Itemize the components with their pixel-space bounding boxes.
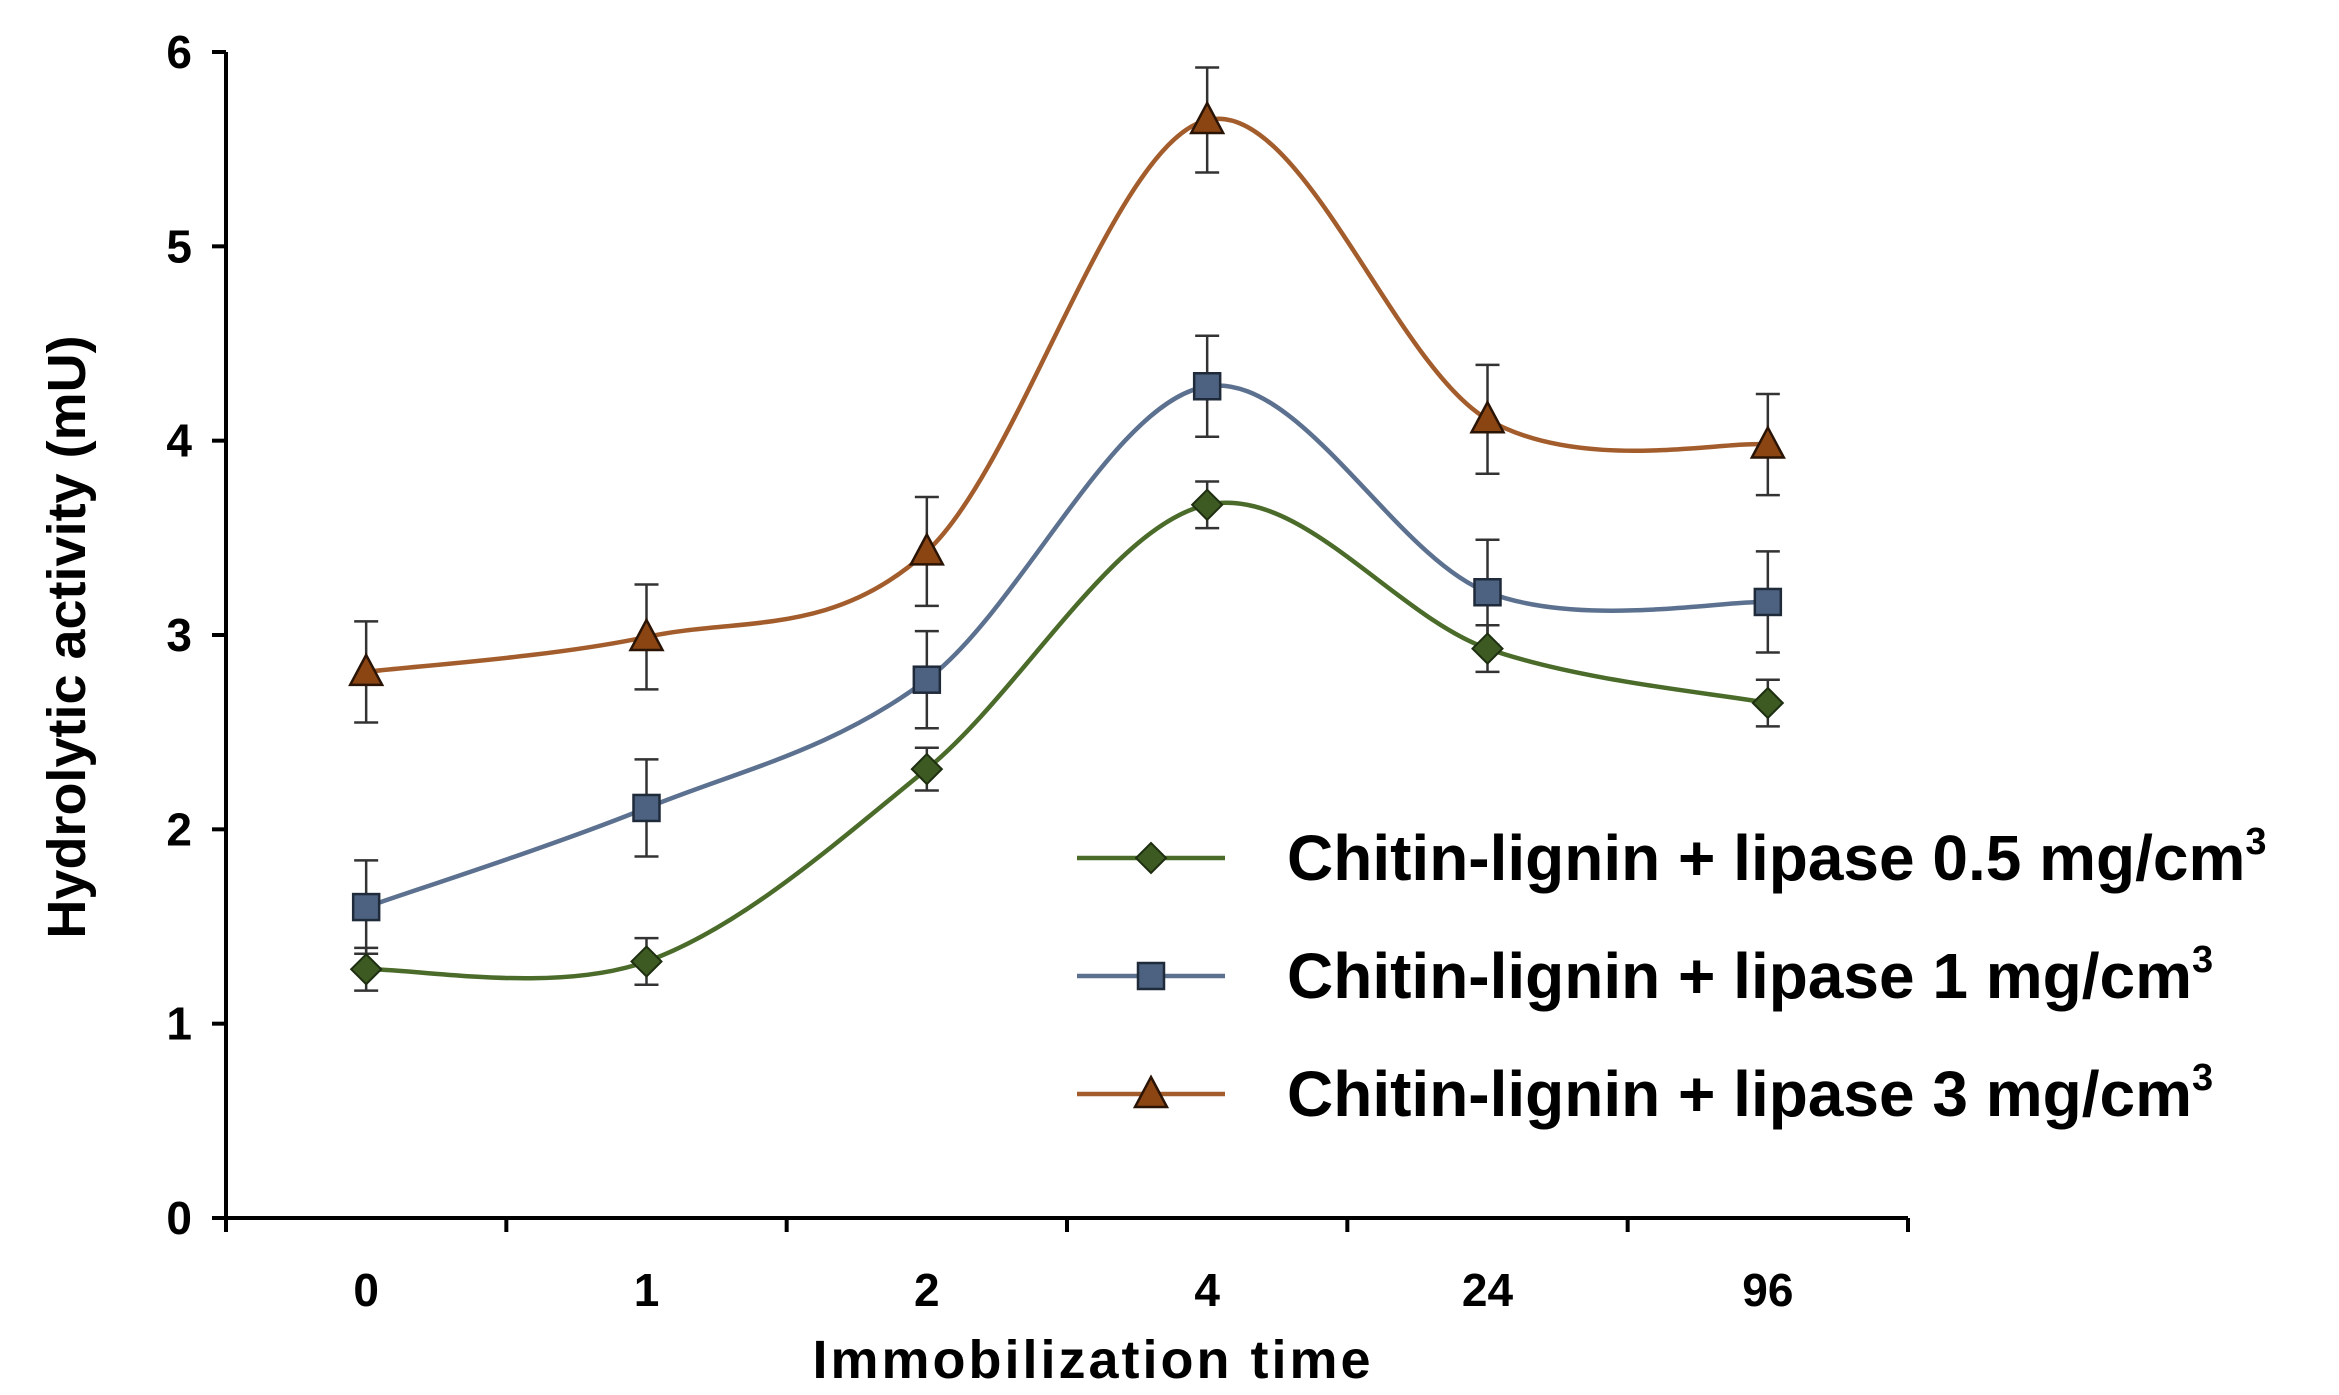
y-tick-label: 6: [166, 26, 192, 78]
data-point-triangle: [348, 652, 385, 687]
legend-label-superscript: 3: [2192, 939, 2213, 981]
series-line-3: [365, 116, 1769, 675]
legend-label: Chitin-lignin + lipase 1 mg/cm3: [1287, 939, 2213, 1012]
series-line-1: [366, 500, 1769, 981]
data-point-diamond: [630, 945, 663, 978]
x-axis-title: Immobilization time: [812, 1330, 1373, 1390]
data-point-square: [351, 892, 381, 922]
data-point-triangle: [1189, 100, 1226, 135]
legend-marker-triangle: [1132, 1074, 1170, 1109]
series-line-2: [365, 383, 1768, 910]
legend-label: Chitin-lignin + lipase 0.5 mg/cm3: [1287, 821, 2267, 894]
data-point-triangle: [1469, 399, 1506, 434]
legend-label: Chitin-lignin + lipase 3 mg/cm3: [1287, 1057, 2213, 1130]
x-tick-label: 24: [1462, 1264, 1514, 1316]
data-point-diamond: [1471, 632, 1504, 666]
legend-marker-diamond: [1134, 841, 1168, 875]
x-tick-label: 96: [1742, 1264, 1793, 1316]
data-point-square: [1473, 577, 1502, 607]
y-tick-label: 1: [166, 998, 192, 1050]
y-axis-title: Hydrolytic activity (mU): [37, 335, 97, 938]
data-point-square: [1753, 587, 1783, 617]
y-tick-label: 3: [166, 609, 192, 661]
x-tick-label: 4: [1194, 1264, 1220, 1316]
data-point-triangle: [1749, 424, 1786, 459]
legend: Chitin-lignin + lipase 0.5 mg/cm3 Chitin-…: [1077, 821, 2267, 1130]
x-tick-label: 2: [914, 1264, 940, 1316]
data-point-diamond: [1190, 488, 1224, 522]
data-point-square: [632, 793, 661, 823]
data-point-triangle: [628, 617, 665, 652]
legend-marker-square: [1136, 961, 1166, 991]
legend-label-superscript: 3: [2245, 821, 2266, 863]
labels-group: Immobilization time Hydrolytic activity …: [37, 26, 1793, 1390]
y-tick-label: 5: [166, 220, 192, 272]
data-point-square: [1192, 372, 1222, 401]
data-point-diamond: [910, 752, 944, 786]
y-tick-label: 2: [166, 803, 192, 855]
data-point-triangle: [908, 531, 945, 566]
data-point-square: [912, 665, 942, 694]
markers-group: [348, 100, 1786, 986]
x-tick-label: 1: [634, 1264, 660, 1316]
data-point-diamond: [1751, 686, 1785, 720]
y-tick-label: 4: [166, 415, 192, 467]
y-tick-label: 0: [166, 1192, 192, 1244]
x-tick-label: 0: [353, 1264, 379, 1316]
legend-label-superscript: 3: [2192, 1057, 2213, 1099]
data-point-diamond: [349, 952, 383, 986]
axes-group: [212, 50, 1910, 1232]
